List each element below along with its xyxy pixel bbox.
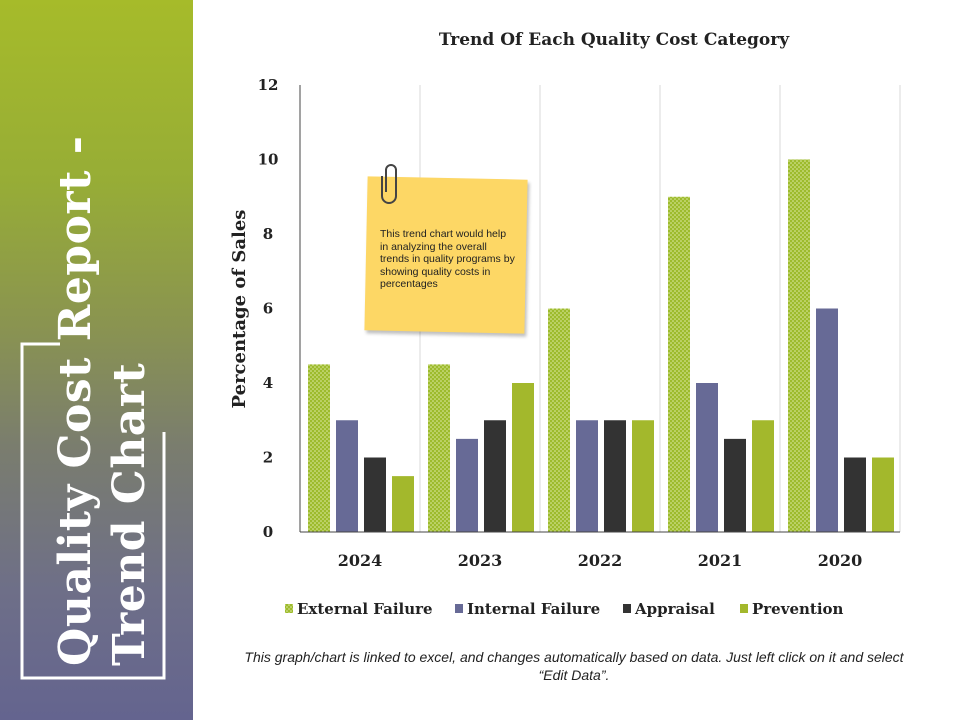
- bar-appraisal-2021[interactable]: [724, 438, 746, 532]
- bar-prevention-2023[interactable]: [512, 383, 534, 532]
- axes: 0 2 4 6 8 10 12 2024 2023 2022 2021 2020: [258, 76, 900, 570]
- side-panel: [0, 0, 193, 720]
- legend-swatch-prevention: [740, 604, 748, 613]
- y-tick-label: 4: [263, 374, 273, 392]
- y-axis-label: Percentage of Sales: [229, 210, 250, 409]
- x-tick-label: 2022: [578, 551, 623, 570]
- footer-note: This graph/chart is linked to excel, and…: [244, 649, 904, 683]
- chart-title: Trend Of Each Quality Cost Category: [438, 30, 790, 50]
- bar-prevention-2022[interactable]: [632, 420, 654, 532]
- paperclip-icon: [381, 164, 397, 204]
- bar-appraisal-2022[interactable]: [604, 420, 626, 532]
- bar-prevention-2024[interactable]: [392, 476, 414, 532]
- bar-external-failure-2021[interactable]: [668, 196, 690, 532]
- y-tick-label: 6: [263, 300, 273, 318]
- bar-external-failure-2023[interactable]: [428, 364, 450, 532]
- bar-series: [308, 159, 894, 533]
- bar-external-failure-2020[interactable]: [788, 159, 810, 533]
- bar-appraisal-2024[interactable]: [364, 457, 386, 533]
- legend-label-appraisal[interactable]: Appraisal: [634, 600, 715, 618]
- legend-label-internal-failure[interactable]: Internal Failure: [467, 600, 600, 618]
- x-tick-label: 2020: [818, 551, 863, 570]
- legend-swatch-internal-failure: [455, 604, 463, 613]
- bar-internal-failure-2023[interactable]: [456, 438, 478, 532]
- bar-internal-failure-2020[interactable]: [816, 308, 838, 533]
- legend: External Failure Internal Failure Appraisa…: [285, 600, 844, 618]
- sticky-note-text: This trend chart would help in analyzing…: [380, 228, 515, 290]
- y-tick-label: 12: [258, 76, 279, 94]
- bar-external-failure-2022[interactable]: [548, 308, 570, 533]
- bar-appraisal-2023[interactable]: [484, 420, 506, 532]
- bar-internal-failure-2021[interactable]: [696, 383, 718, 532]
- y-tick-label: 2: [263, 449, 273, 467]
- x-tick-label: 2024: [338, 551, 383, 570]
- title-frame-line: [20, 342, 166, 680]
- bar-appraisal-2020[interactable]: [844, 457, 866, 533]
- legend-label-prevention[interactable]: Prevention: [752, 600, 844, 618]
- y-tick-label: 8: [263, 225, 273, 243]
- title-frame: [20, 342, 166, 680]
- legend-label-external-failure[interactable]: External Failure: [297, 600, 433, 618]
- x-tick-label: 2023: [458, 551, 503, 570]
- bar-internal-failure-2022[interactable]: [576, 420, 598, 532]
- bar-external-failure-2024[interactable]: [308, 364, 330, 532]
- y-tick-label: 0: [263, 523, 273, 541]
- legend-swatch-external-failure: [285, 604, 293, 613]
- y-tick-label: 10: [258, 151, 279, 169]
- legend-swatch-appraisal: [623, 604, 631, 613]
- bar-internal-failure-2024[interactable]: [336, 420, 358, 532]
- bar-prevention-2020[interactable]: [872, 457, 894, 533]
- x-tick-label: 2021: [698, 551, 743, 570]
- sticky-note: This trend chart would help in analyzing…: [364, 164, 528, 336]
- bar-prevention-2021[interactable]: [752, 420, 774, 532]
